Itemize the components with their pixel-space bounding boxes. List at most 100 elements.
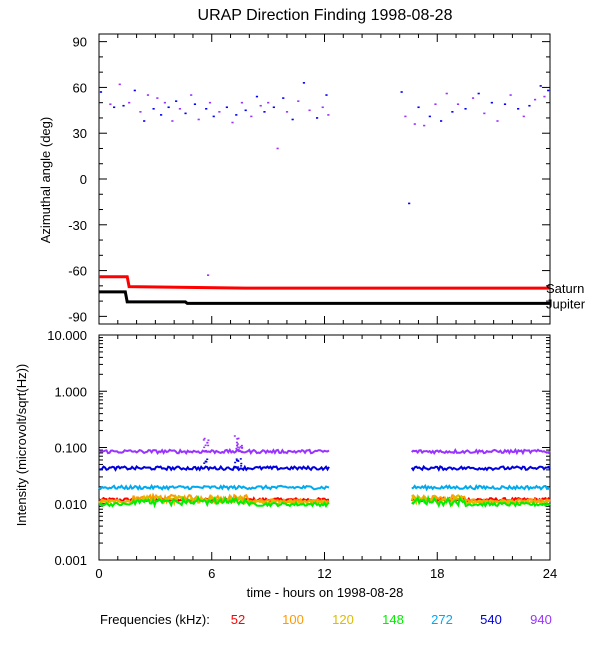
df-point bbox=[490, 101, 493, 104]
df-point bbox=[118, 83, 121, 86]
df-point bbox=[208, 101, 212, 104]
intensity-spike bbox=[203, 446, 206, 449]
intensity-spike bbox=[236, 438, 239, 440]
y-tick-label: 30 bbox=[73, 126, 87, 141]
df-point bbox=[547, 89, 550, 92]
df-point bbox=[276, 147, 279, 150]
df-point bbox=[184, 112, 187, 115]
df-point bbox=[122, 104, 125, 107]
df-point bbox=[171, 120, 174, 122]
df-point bbox=[235, 114, 238, 116]
saturn-label: Saturn bbox=[546, 281, 584, 296]
intensity-spike bbox=[237, 437, 240, 440]
df-point bbox=[321, 106, 324, 109]
df-point bbox=[143, 120, 146, 122]
df-point bbox=[503, 103, 507, 106]
intensity-spike bbox=[206, 442, 209, 444]
df-point bbox=[113, 106, 116, 109]
intensity-spike bbox=[202, 439, 205, 441]
intensity-spike bbox=[233, 466, 236, 469]
legend-item-540: 540 bbox=[480, 612, 502, 627]
x-tick-label: 24 bbox=[543, 566, 557, 581]
intensity-spike bbox=[205, 461, 208, 463]
df-point bbox=[133, 89, 136, 92]
df-point bbox=[423, 124, 426, 127]
intensity-spike bbox=[240, 462, 243, 465]
df-point bbox=[543, 95, 546, 98]
intensity-spike bbox=[203, 437, 206, 440]
intensity-spike bbox=[204, 444, 207, 447]
intensity-trace-540 bbox=[410, 464, 551, 472]
df-point bbox=[190, 94, 193, 96]
intensity-spike bbox=[237, 449, 240, 451]
bottom-panel-frame bbox=[98, 334, 551, 561]
df-point bbox=[109, 103, 112, 106]
df-point bbox=[205, 107, 208, 110]
bottom-panel: 0 6 12 18 24 10.000 1.000 0.100 0.010 0.001 bbox=[47, 328, 557, 581]
frequency-legend: Frequencies (kHz): 52 100 120 148 272 540 940 bbox=[100, 612, 552, 627]
intensity-spike bbox=[235, 449, 238, 451]
df-point bbox=[139, 111, 142, 113]
df-point bbox=[212, 115, 215, 118]
df-point bbox=[528, 104, 531, 107]
intensity-spike bbox=[236, 446, 239, 448]
intensity-spike bbox=[204, 450, 207, 452]
intensity-spike bbox=[239, 458, 242, 460]
x-tick-label: 0 bbox=[95, 566, 102, 581]
df-point bbox=[255, 95, 259, 98]
intensity-spike bbox=[235, 458, 238, 460]
df-point bbox=[315, 117, 319, 119]
y-tick-label: -60 bbox=[68, 264, 87, 279]
y-tick-label: 0.001 bbox=[54, 553, 87, 568]
intensity-spike bbox=[233, 435, 236, 437]
df-point bbox=[509, 94, 512, 96]
intensity-trace-272 bbox=[98, 483, 330, 492]
y-tick-label: 1.000 bbox=[54, 384, 87, 399]
df-point bbox=[160, 114, 163, 116]
df-point bbox=[428, 115, 431, 118]
df-point bbox=[231, 121, 234, 124]
intensity-spike bbox=[240, 444, 243, 447]
intensity-spike bbox=[234, 461, 237, 464]
intensity-spike bbox=[241, 447, 244, 449]
y-tick-label: 60 bbox=[73, 80, 87, 95]
chart-title: URAP Direction Finding 1998-08-28 bbox=[198, 7, 453, 24]
intensity-spike bbox=[203, 462, 206, 464]
df-point bbox=[163, 101, 166, 104]
intensity-spike bbox=[207, 439, 210, 441]
intensity-spike bbox=[237, 466, 240, 468]
y-tick-label: -90 bbox=[68, 309, 87, 324]
df-point bbox=[496, 120, 499, 122]
intensity-spike bbox=[235, 447, 238, 450]
df-point bbox=[533, 98, 537, 101]
saturn-line bbox=[99, 275, 550, 290]
df-point bbox=[451, 111, 454, 113]
intensity-trace-148 bbox=[98, 495, 330, 509]
intensity-spike bbox=[235, 441, 238, 444]
legend-item-940: 940 bbox=[530, 612, 552, 627]
legend-item-100: 100 bbox=[282, 612, 304, 627]
intensity-trace-940 bbox=[411, 447, 551, 456]
df-point bbox=[267, 101, 270, 104]
df-point bbox=[445, 92, 448, 95]
legend-item-272: 272 bbox=[431, 612, 453, 627]
df-point bbox=[404, 115, 407, 118]
y-tick-label: 10.000 bbox=[47, 328, 87, 343]
df-point bbox=[483, 112, 486, 115]
x-tick-label: 18 bbox=[430, 566, 444, 581]
df-point bbox=[263, 111, 266, 113]
df-point bbox=[440, 120, 443, 122]
df-point bbox=[400, 91, 403, 93]
intensity-spike bbox=[239, 446, 242, 448]
intensity-spike bbox=[236, 443, 239, 445]
df-point bbox=[325, 94, 328, 96]
df-point bbox=[302, 82, 306, 84]
jupiter-label: Jupiter bbox=[546, 296, 586, 311]
df-point bbox=[156, 97, 159, 99]
df-point bbox=[282, 97, 285, 99]
df-point bbox=[456, 103, 460, 106]
df-point bbox=[417, 106, 420, 109]
top-y-axis-label: Azimuthal angle (deg) bbox=[38, 117, 53, 243]
df-point bbox=[522, 115, 525, 118]
